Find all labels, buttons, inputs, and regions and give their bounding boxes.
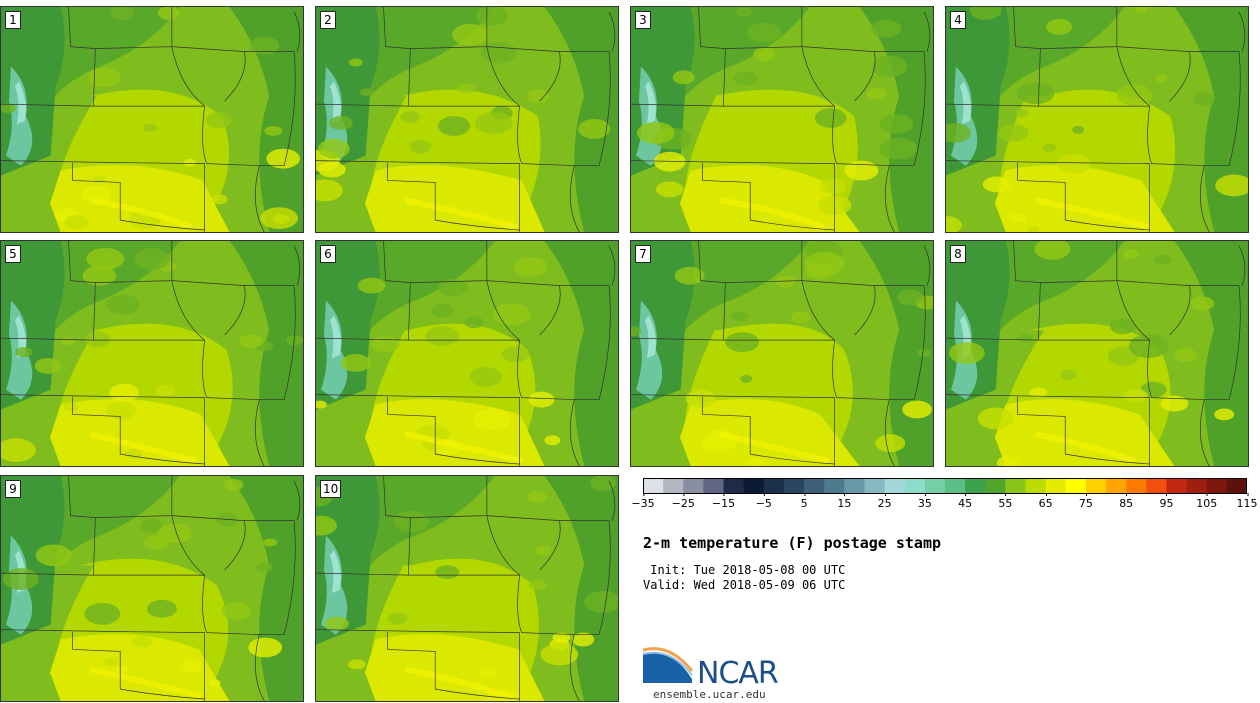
colorbar-swatch <box>1146 478 1167 494</box>
page-title: 2-m temperature (F) postage stamp <box>643 534 942 552</box>
colorbar-swatch <box>763 478 785 494</box>
logo-url: ensemble.ucar.edu <box>653 688 766 701</box>
colorbar-swatch <box>783 478 805 494</box>
colorbar-swatch <box>924 478 946 494</box>
member-number-label: 6 <box>320 245 336 263</box>
colorbar-tick-label: 35 <box>917 493 932 510</box>
temperature-map <box>631 7 933 232</box>
member-panel-9: 9 <box>0 475 304 702</box>
member-panel-6: 6 <box>315 240 619 467</box>
temperature-map <box>1 241 303 466</box>
colorbar-swatch <box>1186 478 1208 494</box>
member-panel-10: 10 <box>315 475 619 702</box>
colorbar-swatch <box>945 478 966 494</box>
colorbar-tick-label: 105 <box>1196 493 1218 510</box>
colorbar-swatch <box>844 478 865 494</box>
colorbar-swatch <box>683 478 704 494</box>
colorbar-swatch <box>663 478 684 494</box>
colorbar-swatch <box>1126 478 1147 494</box>
member-panel-4: 4 <box>945 6 1249 233</box>
colorbar-tick-label: 95 <box>1159 493 1174 510</box>
temperature-map <box>1 476 303 701</box>
colorbar-tick-label: 115 <box>1236 493 1258 510</box>
ncar-logo <box>642 647 694 683</box>
colorbar-tick-label: 15 <box>837 493 852 510</box>
member-number-label: 5 <box>5 245 21 263</box>
colorbar-tick-label: 25 <box>877 493 892 510</box>
colorbar-swatch <box>1206 478 1228 494</box>
colorbar-tick-label: 5 <box>800 493 808 510</box>
colorbar-swatch <box>884 478 906 494</box>
member-panel-1: 1 <box>0 6 304 233</box>
colorbar-swatch <box>1085 478 1107 494</box>
member-number-label: 10 <box>320 480 342 498</box>
colorbar-tick-label: −15 <box>711 493 736 510</box>
colorbar-swatch <box>864 478 886 494</box>
colorbar-swatch <box>1106 478 1127 494</box>
member-number-label: 7 <box>635 245 651 263</box>
member-panel-2: 2 <box>315 6 619 233</box>
temperature-map <box>1 7 303 232</box>
member-number-label: 1 <box>5 11 21 29</box>
colorbar-swatch <box>904 478 926 494</box>
colorbar-swatch <box>1065 478 1087 494</box>
colorbar-tick-label: 85 <box>1119 493 1134 510</box>
colorbar-swatch <box>703 478 725 494</box>
member-panel-8: 8 <box>945 240 1249 467</box>
colorbar-swatch <box>985 478 1006 494</box>
member-number-label: 4 <box>950 11 966 29</box>
colorbar-swatch <box>743 478 765 494</box>
member-panel-7: 7 <box>630 240 934 467</box>
colorbar-tick-label: 55 <box>998 493 1013 510</box>
member-number-label: 3 <box>635 11 651 29</box>
colorbar-swatch <box>1025 478 1047 494</box>
colorbar-swatch <box>824 478 845 494</box>
temperature-map <box>631 241 933 466</box>
colorbar-tick-label: −5 <box>755 493 772 510</box>
colorbar-swatch <box>804 478 825 494</box>
colorbar-swatch <box>1226 478 1247 494</box>
colorbar-swatch <box>1005 478 1027 494</box>
temperature-map <box>946 241 1248 466</box>
init-time: Init: Tue 2018-05-08 00 UTC <box>643 563 846 577</box>
colorbar-swatches <box>643 478 1247 494</box>
colorbar-swatch <box>1166 478 1188 494</box>
colorbar-tick-label: 45 <box>958 493 973 510</box>
colorbar-tick-label: 75 <box>1078 493 1093 510</box>
colorbar-tick-label: 65 <box>1038 493 1053 510</box>
temperature-map <box>316 7 618 232</box>
colorbar-tick-label: −25 <box>671 493 695 510</box>
colorbar-swatch <box>965 478 986 494</box>
member-number-label: 2 <box>320 11 336 29</box>
colorbar-swatch <box>1045 478 1067 494</box>
member-number-label: 8 <box>950 245 966 263</box>
colorbar-swatch <box>723 478 745 494</box>
colorbar-tick-label: −35 <box>631 493 655 510</box>
temperature-map <box>316 476 618 701</box>
temperature-map <box>946 7 1248 232</box>
logo-wordmark: NCAR <box>697 656 779 691</box>
temperature-colorbar <box>643 478 1247 494</box>
colorbar-tick-labels: −35 −25 −15 −5 5 15 25 35 45 55 65 75 85 95 105 115 <box>631 493 1258 517</box>
colorbar-swatch <box>643 478 664 494</box>
member-panel-3: 3 <box>630 6 934 233</box>
member-number-label: 9 <box>5 480 21 498</box>
temperature-map <box>316 241 618 466</box>
valid-time: Valid: Wed 2018-05-09 06 UTC <box>643 578 846 592</box>
member-panel-5: 5 <box>0 240 304 467</box>
